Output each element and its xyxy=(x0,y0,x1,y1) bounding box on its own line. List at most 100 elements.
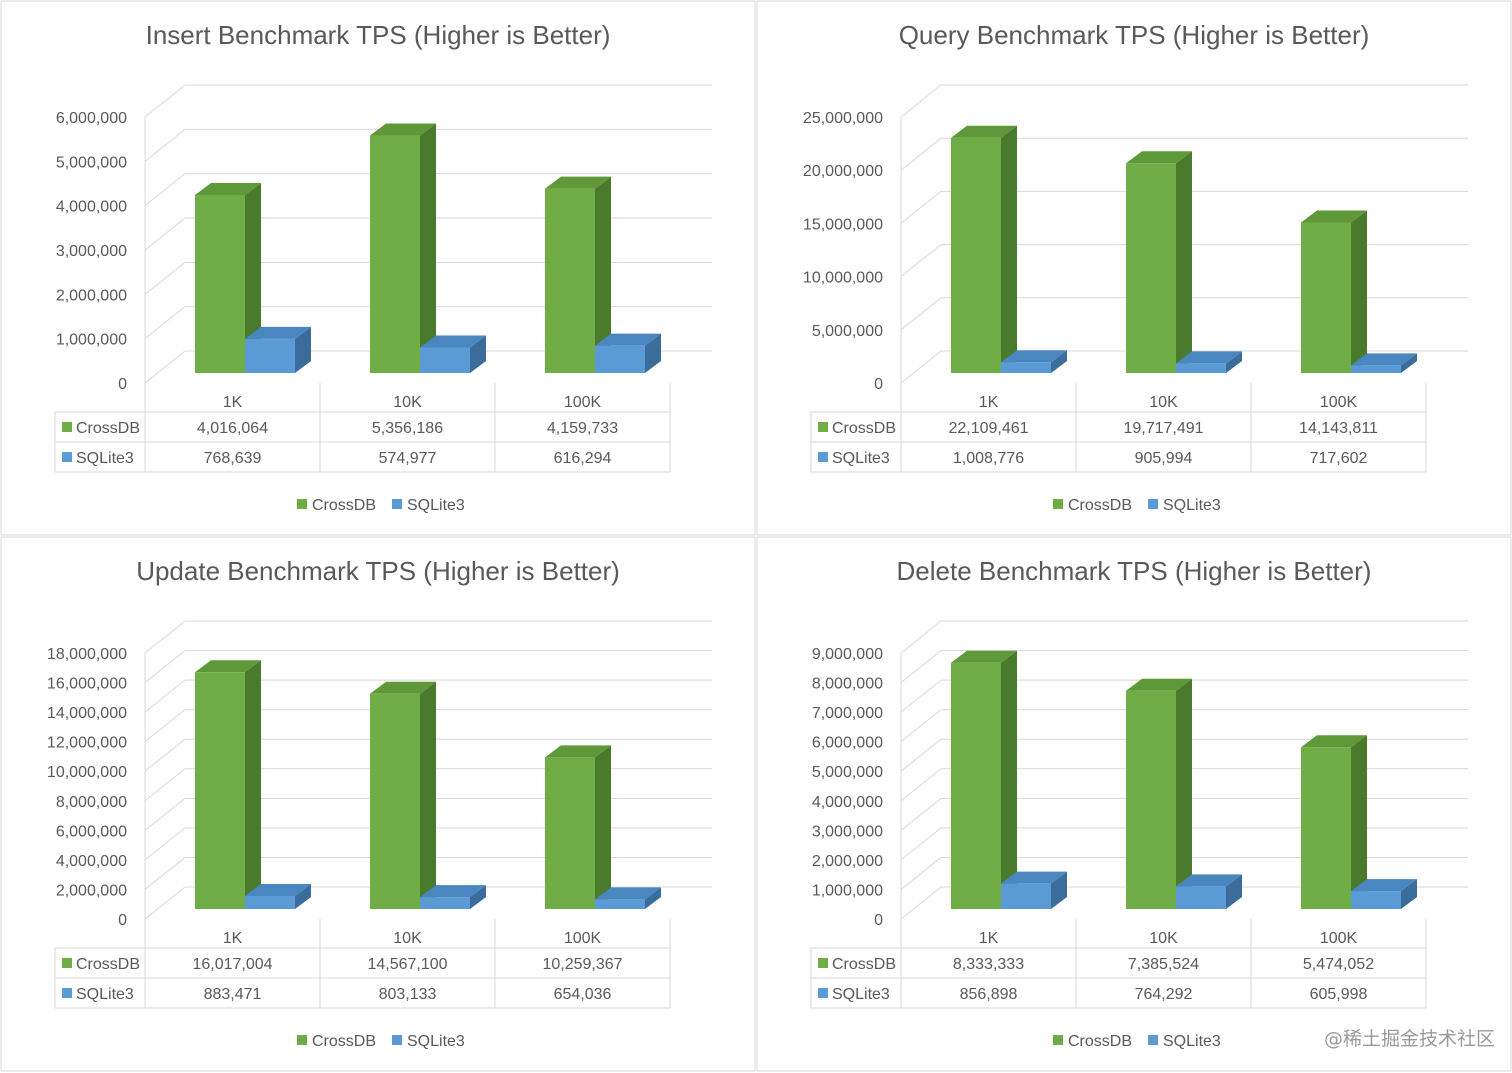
table-value: 574,977 xyxy=(379,450,437,467)
bar-top xyxy=(545,745,611,758)
y-tick-label: 18,000,000 xyxy=(47,646,127,663)
y-tick-label: 0 xyxy=(118,912,127,929)
table-series-label: CrossDB xyxy=(832,420,896,437)
legend-key xyxy=(392,499,402,509)
y-tick-label: 4,000,000 xyxy=(812,794,883,811)
table-legend-key xyxy=(62,958,72,968)
y-tick-label: 5,000,000 xyxy=(812,323,883,340)
gridline-depth xyxy=(144,217,186,251)
legend-label: CrossDB xyxy=(1068,1033,1132,1050)
y-tick-label: 1,000,000 xyxy=(812,882,883,899)
bar-sqlite3-1K xyxy=(1001,362,1051,373)
gridline-depth xyxy=(144,679,186,713)
bar-top xyxy=(1176,351,1242,364)
gridline-depth xyxy=(900,244,942,277)
x-category-label: 1K xyxy=(979,394,999,411)
legend-label: SQLite3 xyxy=(1163,1033,1221,1050)
gridline-depth xyxy=(144,620,186,654)
legend-label: SQLite3 xyxy=(407,1033,465,1050)
gridline-depth xyxy=(144,128,186,162)
bar-top xyxy=(595,333,661,346)
bar-top xyxy=(545,176,611,189)
table-value: 616,294 xyxy=(554,450,612,467)
x-category-label: 10K xyxy=(1149,930,1178,947)
table-value: 856,898 xyxy=(960,986,1018,1003)
x-category-label: 100K xyxy=(564,394,602,411)
table-series-label: SQLite3 xyxy=(832,986,890,1003)
bar-sqlite3-10K xyxy=(420,897,470,909)
table-legend-key xyxy=(818,988,828,998)
bar-sqlite3-1K xyxy=(245,895,295,909)
gridline-depth xyxy=(144,857,186,890)
bar-side xyxy=(1226,351,1242,373)
gridline-depth xyxy=(900,738,942,772)
bar-top xyxy=(195,182,261,195)
y-tick-label: 25,000,000 xyxy=(803,110,883,127)
chart-panel: Update Benchmark TPS (Higher is Better) 0… xyxy=(0,536,756,1072)
bar-side xyxy=(1351,210,1367,373)
y-tick-label: 6,000,000 xyxy=(56,823,127,840)
y-tick-label: 7,000,000 xyxy=(812,705,883,722)
bar-sqlite3-10K xyxy=(1176,886,1226,909)
y-tick-label: 2,000,000 xyxy=(56,287,127,304)
table-value: 654,036 xyxy=(554,986,612,1003)
bar-crossdb-10K xyxy=(370,135,420,373)
gridline-depth xyxy=(144,738,186,772)
gridline-depth xyxy=(900,620,942,654)
gridline-depth xyxy=(144,709,186,743)
legend-key xyxy=(297,1035,307,1045)
bar-crossdb-100K xyxy=(1301,747,1351,909)
bar-sqlite3-10K xyxy=(1176,363,1226,373)
table-value: 8,333,333 xyxy=(953,956,1024,973)
bar-top xyxy=(245,883,311,896)
table-value: 768,639 xyxy=(204,450,262,467)
y-tick-label: 8,000,000 xyxy=(812,676,883,693)
table-value: 1,008,776 xyxy=(953,450,1024,467)
table-value: 764,292 xyxy=(1135,986,1193,1003)
y-tick-label: 5,000,000 xyxy=(812,764,883,781)
y-tick-label: 12,000,000 xyxy=(47,735,127,752)
bar-side xyxy=(295,883,311,909)
table-value: 905,994 xyxy=(1135,450,1193,467)
table-value: 16,017,004 xyxy=(192,956,272,973)
bar-top xyxy=(1351,353,1417,366)
x-category-label: 10K xyxy=(393,394,422,411)
bar-crossdb-10K xyxy=(1126,690,1176,909)
gridline-depth xyxy=(144,261,186,295)
y-tick-label: 0 xyxy=(874,912,883,929)
gridline-depth xyxy=(900,679,942,713)
table-value: 14,143,811 xyxy=(1299,420,1378,437)
bar-top xyxy=(1001,350,1067,363)
table-value: 803,133 xyxy=(379,986,437,1003)
legend-key xyxy=(297,499,307,509)
bar-top xyxy=(420,335,486,348)
watermark: @稀土掘金技术社区 xyxy=(1324,1028,1496,1050)
table-value: 4,016,064 xyxy=(197,420,268,437)
gridline-depth xyxy=(144,797,186,831)
table-legend-key xyxy=(62,452,72,462)
bar-side xyxy=(1051,350,1067,373)
gridline-depth xyxy=(900,886,942,920)
bar-side xyxy=(1176,678,1192,909)
gridline-depth xyxy=(900,827,942,861)
chart-panel: Insert Benchmark TPS (Higher is Better) 0… xyxy=(0,0,756,536)
table-value: 7,385,524 xyxy=(1128,956,1199,973)
bar-side xyxy=(470,885,486,909)
y-tick-label: 4,000,000 xyxy=(56,199,127,216)
table-legend-key xyxy=(62,988,72,998)
table-value: 5,474,052 xyxy=(1303,956,1374,973)
table-value: 717,602 xyxy=(1310,450,1368,467)
bar-crossdb-100K xyxy=(545,188,595,373)
bar-top xyxy=(1351,879,1417,892)
bar-top xyxy=(1126,151,1192,164)
bar-crossdb-1K xyxy=(195,194,245,373)
bar-side xyxy=(245,660,261,909)
bar-crossdb-1K xyxy=(195,672,245,909)
bar-side xyxy=(595,176,611,373)
bar-sqlite3-100K xyxy=(1351,891,1401,909)
table-legend-key xyxy=(818,422,828,432)
legend-label: SQLite3 xyxy=(1163,497,1221,514)
gridline-depth xyxy=(900,84,942,118)
bar-top xyxy=(951,650,1017,663)
